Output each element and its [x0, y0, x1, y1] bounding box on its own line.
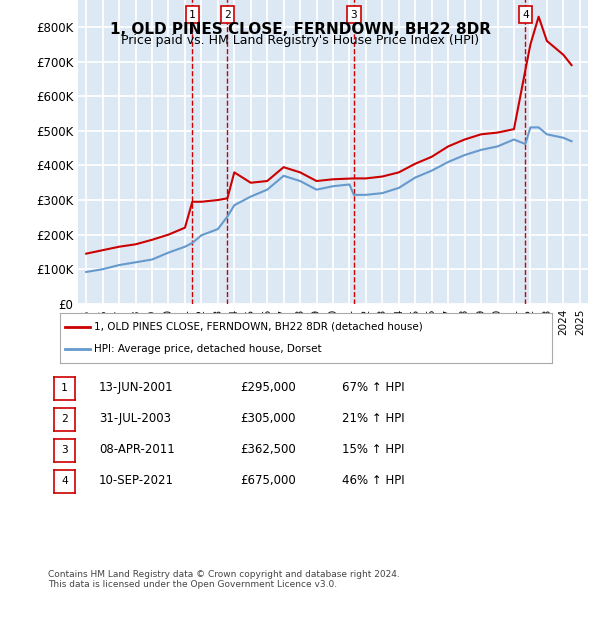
Text: 2: 2	[61, 414, 68, 424]
Text: 1: 1	[61, 383, 68, 393]
Text: 10-SEP-2021: 10-SEP-2021	[99, 474, 174, 487]
Text: 67% ↑ HPI: 67% ↑ HPI	[342, 381, 404, 394]
Text: £295,000: £295,000	[240, 381, 296, 394]
Text: 4: 4	[61, 476, 68, 486]
Text: 46% ↑ HPI: 46% ↑ HPI	[342, 474, 404, 487]
Text: 08-APR-2011: 08-APR-2011	[99, 443, 175, 456]
Text: 13-JUN-2001: 13-JUN-2001	[99, 381, 173, 394]
Text: 4: 4	[522, 10, 529, 20]
Text: 1, OLD PINES CLOSE, FERNDOWN, BH22 8DR (detached house): 1, OLD PINES CLOSE, FERNDOWN, BH22 8DR (…	[94, 322, 423, 332]
Text: 1, OLD PINES CLOSE, FERNDOWN, BH22 8DR: 1, OLD PINES CLOSE, FERNDOWN, BH22 8DR	[110, 22, 491, 37]
Text: 2: 2	[224, 10, 231, 20]
Text: £305,000: £305,000	[240, 412, 296, 425]
Text: 3: 3	[61, 445, 68, 455]
Text: 1: 1	[189, 10, 196, 20]
Text: £362,500: £362,500	[240, 443, 296, 456]
Text: Contains HM Land Registry data © Crown copyright and database right 2024.
This d: Contains HM Land Registry data © Crown c…	[48, 570, 400, 590]
Text: £675,000: £675,000	[240, 474, 296, 487]
Text: Price paid vs. HM Land Registry's House Price Index (HPI): Price paid vs. HM Land Registry's House …	[121, 34, 479, 47]
Text: HPI: Average price, detached house, Dorset: HPI: Average price, detached house, Dors…	[94, 344, 322, 354]
Text: 31-JUL-2003: 31-JUL-2003	[99, 412, 171, 425]
Text: 15% ↑ HPI: 15% ↑ HPI	[342, 443, 404, 456]
Text: 3: 3	[350, 10, 357, 20]
Text: 21% ↑ HPI: 21% ↑ HPI	[342, 412, 404, 425]
